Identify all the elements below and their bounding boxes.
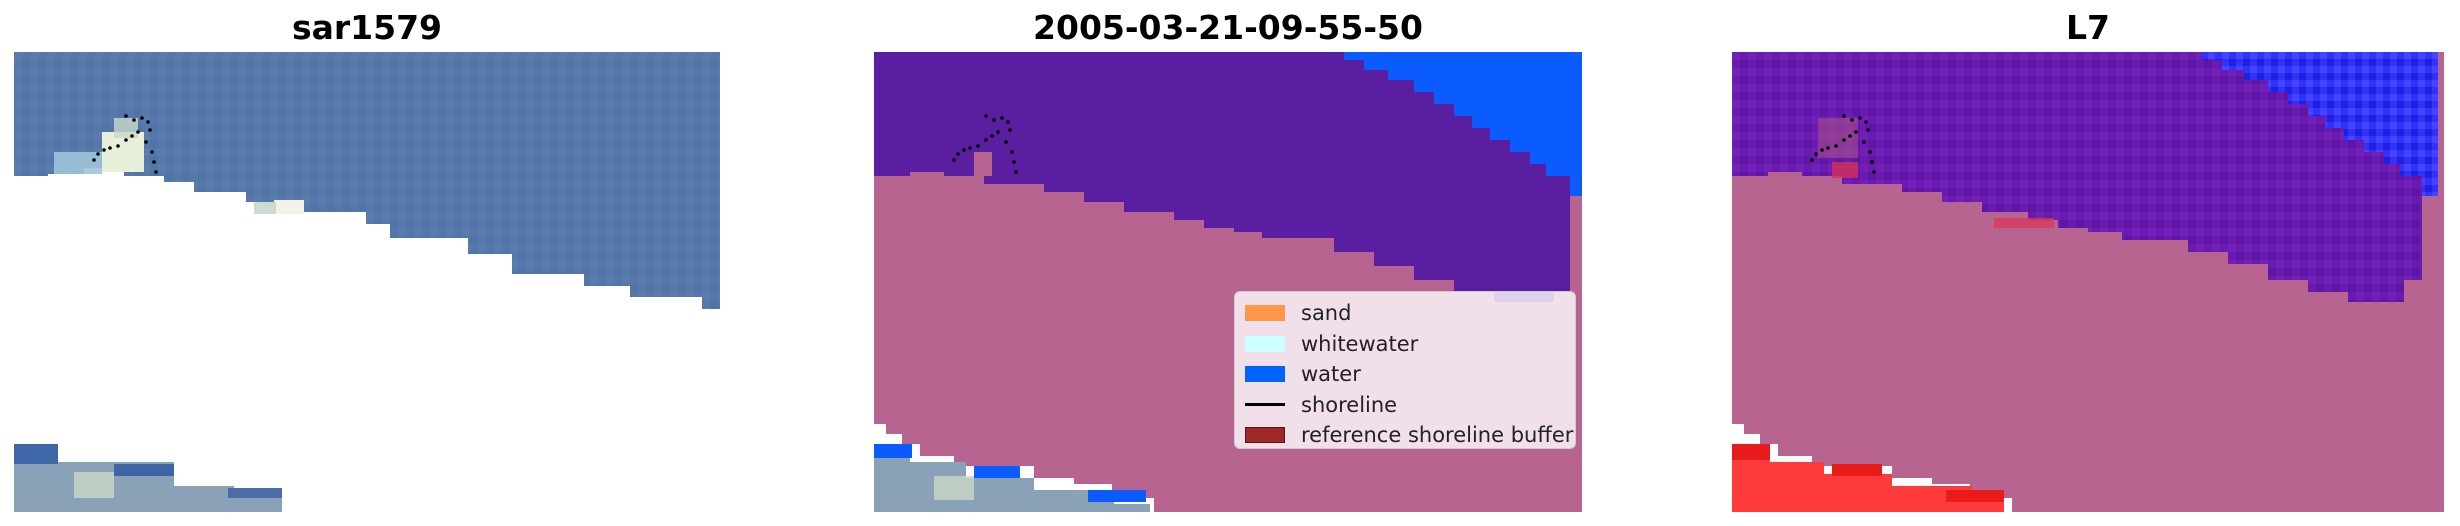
water-probability-area	[1732, 52, 2438, 302]
shoreline-points	[1810, 114, 1876, 174]
water-blue-area	[2202, 52, 2438, 196]
panel-title-classification: 2005-03-21-09-55-50	[1033, 8, 1423, 47]
whitewater-swatch	[1245, 335, 1285, 352]
legend-item-whitewater: whitewater	[1245, 329, 1565, 360]
legend-label: whitewater	[1301, 331, 1419, 356]
sea-area	[14, 52, 720, 309]
l7-probability-panel	[1732, 52, 2444, 512]
panel-title-rgb: sar1579	[291, 8, 443, 47]
legend: sand whitewater water shoreline referenc…	[1234, 291, 1576, 449]
reference-buffer-swatch	[1245, 427, 1285, 444]
whitewater-patch	[102, 132, 144, 172]
shoreline-points	[952, 114, 1018, 174]
panel-title-l7: L7	[2066, 8, 2110, 47]
red-band	[1732, 444, 2004, 512]
legend-item-shoreline: shoreline	[1245, 390, 1565, 421]
legend-item-sand: sand	[1245, 298, 1565, 329]
sand-swatch	[1245, 305, 1285, 322]
legend-label: water	[1301, 362, 1361, 387]
rgb-image-panel	[14, 52, 720, 512]
shoreline-points	[92, 114, 158, 174]
legend-label: sand	[1301, 301, 1352, 326]
legend-label: shoreline	[1301, 392, 1398, 417]
whitewater-patch	[54, 152, 102, 174]
water-class-area	[874, 52, 1582, 302]
water-swatch	[1245, 366, 1285, 383]
legend-item-water: water	[1245, 359, 1565, 390]
legend-label: reference shoreline buffer	[1301, 423, 1574, 448]
water-blue-area	[1344, 52, 1582, 196]
shoreline-line-swatch	[1245, 403, 1285, 407]
legend-item-reference-buffer: reference shoreline buffer	[1245, 420, 1573, 451]
